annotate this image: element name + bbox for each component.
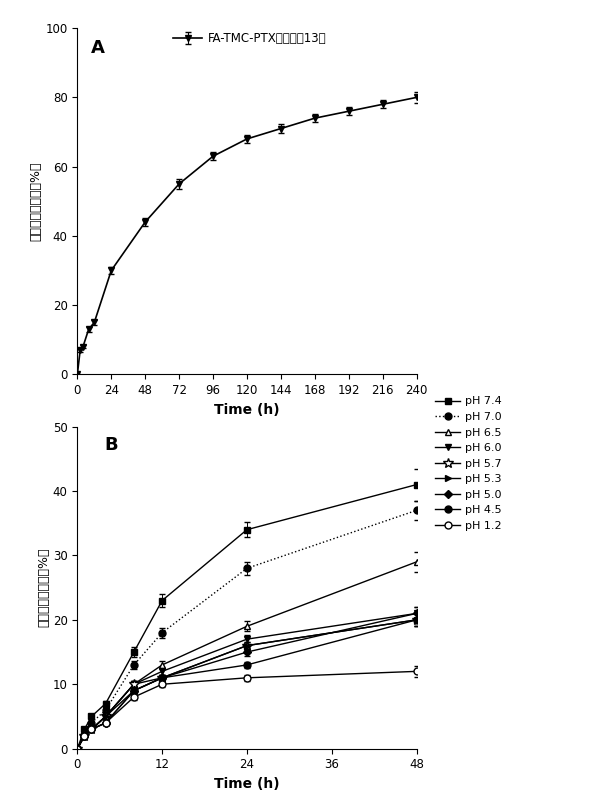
Legend: FA-TMC-PTX（实施例13）: FA-TMC-PTX（实施例13） — [168, 27, 331, 50]
X-axis label: Time (h): Time (h) — [214, 777, 280, 791]
Text: A: A — [91, 39, 105, 56]
Y-axis label: 累积解放百分率（%）: 累积解放百分率（%） — [30, 162, 43, 241]
Y-axis label: 累积解放百分率（%）: 累积解放百分率（%） — [37, 548, 50, 627]
Legend: pH 7.4, pH 7.0, pH 6.5, pH 6.0, pH 5.7, pH 5.3, pH 5.0, pH 4.5, pH 1.2: pH 7.4, pH 7.0, pH 6.5, pH 6.0, pH 5.7, … — [431, 392, 506, 535]
X-axis label: Time (h): Time (h) — [214, 402, 280, 417]
Text: B: B — [105, 436, 118, 454]
